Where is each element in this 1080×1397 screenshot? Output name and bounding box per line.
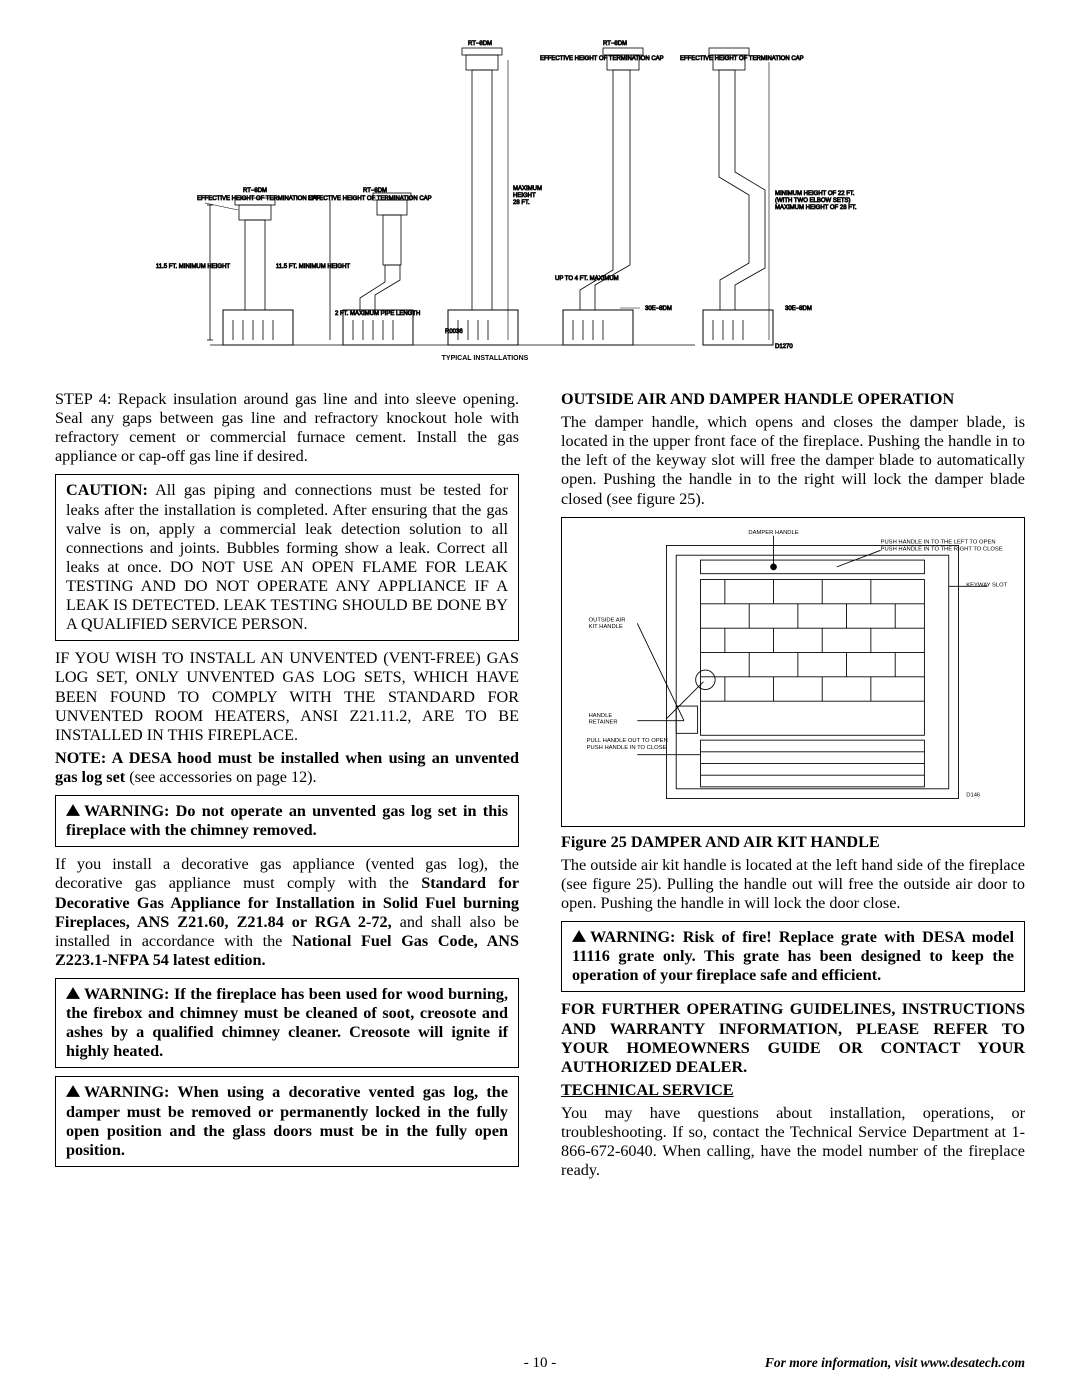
svg-text:EFFECTIVE HEIGHT OF TERMINATIO: EFFECTIVE HEIGHT OF TERMINATION CAP bbox=[680, 56, 804, 62]
decor-text: If you install a decorative gas applianc… bbox=[55, 855, 519, 970]
page-number: - 10 - bbox=[524, 1355, 557, 1372]
damper-p1: The damper handle, which opens and close… bbox=[561, 413, 1025, 509]
svg-text:RT−8DM: RT−8DM bbox=[468, 41, 492, 47]
footer-site: For more information, visit www.desatech… bbox=[765, 1355, 1025, 1371]
warning2-box: WARNING: If the fireplace has been used … bbox=[55, 978, 519, 1068]
outside-air-heading: OUTSIDE AIR AND DAMPER HANDLE OPERATION bbox=[561, 390, 1025, 409]
svg-text:EFFECTIVE HEIGHT OF TERMINATIO: EFFECTIVE HEIGHT OF TERMINATION CAP bbox=[197, 196, 321, 202]
typical-installations-diagram: 11.5 FT. MINIMUM HEIGHT RT−8DM EFFECTIVE… bbox=[55, 40, 1025, 370]
svg-text:EFFECTIVE HEIGHT OF TERMINATIO: EFFECTIVE HEIGHT OF TERMINATION CAP bbox=[540, 56, 664, 62]
warning3-text: WARNING: When using a decorative vented … bbox=[66, 1083, 508, 1158]
warning-icon bbox=[66, 987, 80, 999]
svg-text:PULL HANDLE OUT TO OPENPUSH HA: PULL HANDLE OUT TO OPENPUSH HANDLE IN TO… bbox=[587, 738, 668, 751]
svg-text:2 FT. MAXIMUM PIPE LENGTH: 2 FT. MAXIMUM PIPE LENGTH bbox=[335, 311, 420, 317]
warning4-box: WARNING: Risk of fire! Replace grate wit… bbox=[561, 921, 1025, 992]
svg-text:30E−8DM: 30E−8DM bbox=[645, 306, 672, 312]
step4-text: STEP 4: Repack insulation around gas lin… bbox=[55, 390, 519, 466]
svg-text:EFFECTIVE HEIGHT OF TERMINATIO: EFFECTIVE HEIGHT OF TERMINATION CAP bbox=[308, 196, 432, 202]
tech-service-body: You may have questions about installatio… bbox=[561, 1104, 1025, 1180]
svg-text:KEYWAY SLOT: KEYWAY SLOT bbox=[966, 582, 1007, 588]
warning-icon bbox=[66, 1085, 80, 1097]
warning4-text: WARNING: Risk of fire! Replace grate wit… bbox=[572, 928, 1014, 984]
svg-text:RT−8DM: RT−8DM bbox=[603, 41, 627, 47]
warning1-text: WARNING: Do not operate an unvented gas … bbox=[66, 802, 508, 839]
page-footer: - 10 - For more information, visit www.d… bbox=[55, 1355, 1025, 1371]
svg-text:RT−8DM: RT−8DM bbox=[243, 188, 267, 194]
warning1-box: WARNING: Do not operate an unvented gas … bbox=[55, 795, 519, 847]
svg-text:OUTSIDE AIRKIT HANDLE: OUTSIDE AIRKIT HANDLE bbox=[589, 617, 626, 630]
svg-text:HANDLERETAINER: HANDLERETAINER bbox=[589, 712, 618, 725]
caution-label: CAUTION: bbox=[66, 481, 148, 499]
svg-text:MINIMUM HEIGHT OF 22 FT.(WITH: MINIMUM HEIGHT OF 22 FT.(WITH TWO ELBOW … bbox=[775, 191, 857, 211]
warning-icon bbox=[572, 930, 586, 942]
note-text: NOTE: A DESA hood must be installed when… bbox=[55, 749, 519, 787]
right-column: OUTSIDE AIR AND DAMPER HANDLE OPERATION … bbox=[561, 390, 1025, 1184]
svg-text:DAMPER HANDLE: DAMPER HANDLE bbox=[748, 529, 798, 535]
caution-body: All gas piping and connections must be t… bbox=[66, 481, 508, 633]
ventfree-text: IF YOU WISH TO INSTALL AN UNVENTED (VENT… bbox=[55, 649, 519, 745]
figure25-box: DAMPER HANDLE PUSH HANDLE IN TO THE LEFT… bbox=[561, 517, 1025, 827]
warning2-text: WARNING: If the fireplace has been used … bbox=[66, 985, 508, 1060]
svg-text:PUSH HANDLE IN TO THE LEFT TO: PUSH HANDLE IN TO THE LEFT TO OPENPUSH H… bbox=[881, 539, 1003, 552]
warning3-box: WARNING: When using a decorative vented … bbox=[55, 1076, 519, 1166]
svg-text:30E−8DM: 30E−8DM bbox=[785, 306, 812, 312]
svg-text:11.5 FT. MINIMUM HEIGHT: 11.5 FT. MINIMUM HEIGHT bbox=[276, 264, 351, 270]
outside-air-p2: The outside air kit handle is located at… bbox=[561, 856, 1025, 913]
svg-text:MAXIMUMHEIGHT28 FT.: MAXIMUMHEIGHT28 FT. bbox=[513, 186, 542, 206]
guidelines-text: FOR FURTHER OPERATING GUIDELINES, INSTRU… bbox=[561, 1000, 1025, 1076]
svg-text:RT−8DM: RT−8DM bbox=[363, 188, 387, 194]
figure25-caption: Figure 25 DAMPER AND AIR KIT HANDLE bbox=[561, 833, 1025, 852]
left-column: STEP 4: Repack insulation around gas lin… bbox=[55, 390, 519, 1184]
warning-icon bbox=[66, 804, 80, 816]
svg-text:D146: D146 bbox=[966, 792, 980, 798]
svg-text:UP TO 4 FT. MAXIMUM: UP TO 4 FT. MAXIMUM bbox=[555, 276, 619, 282]
svg-text:11.5 FT. MINIMUM HEIGHT: 11.5 FT. MINIMUM HEIGHT bbox=[156, 264, 231, 270]
tech-service-heading: TECHNICAL SERVICE bbox=[561, 1081, 1025, 1100]
svg-text:D1270: D1270 bbox=[775, 344, 793, 350]
caution-box: CAUTION: All gas piping and connections … bbox=[55, 474, 519, 641]
diagram-caption: TYPICAL INSTALLATIONS bbox=[442, 355, 529, 362]
